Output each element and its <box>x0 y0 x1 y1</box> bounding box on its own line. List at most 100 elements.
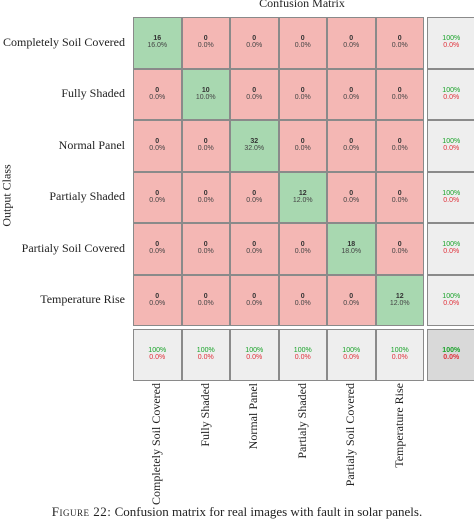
cell-value: 0 <box>349 86 354 94</box>
cell-percent: 0.0% <box>246 248 263 255</box>
cell-value: 100% <box>293 347 312 354</box>
cell-value: 0 <box>252 241 257 248</box>
cell-value: 0 <box>252 86 257 94</box>
cell-percent: 0.0% <box>391 42 408 49</box>
matrix-cell: 0 0.0% <box>327 17 376 69</box>
cell-value: 0 <box>203 241 208 248</box>
cell-value: 0 <box>203 292 208 300</box>
cell-value: 12 <box>395 292 404 300</box>
matrix-cell: 0 0.0% <box>278 68 327 120</box>
cell-percent: 0.0% <box>197 196 214 204</box>
cell-percent: 0.0% <box>197 299 214 307</box>
cell-value: 100% <box>442 86 461 94</box>
column-summary-cell: 100% 0.0% <box>375 329 424 381</box>
cell-percent: 0.0% <box>443 299 460 307</box>
cell-value: 0 <box>397 138 402 145</box>
matrix-cell: 0 0.0% <box>133 120 182 172</box>
cell-percent: 0.0% <box>294 299 311 307</box>
cell-value: 0 <box>300 86 305 94</box>
matrix-cell: 12 12.0% <box>375 274 424 326</box>
matrix-cell: 0 0.0% <box>230 223 279 275</box>
cell-value: 0 <box>349 35 354 42</box>
cell-percent: 0.0% <box>343 42 360 49</box>
cell-percent: 0.0% <box>343 354 360 361</box>
matrix-cell: 0 0.0% <box>181 223 230 275</box>
cell-value: 100% <box>148 347 167 354</box>
cell-value: 100% <box>442 241 461 248</box>
cell-value: 100% <box>342 347 361 354</box>
column-label: Temperature Rise <box>391 383 406 468</box>
cell-value: 0 <box>397 189 402 197</box>
column-label: Partialy Shaded <box>294 383 309 459</box>
cell-value: 0 <box>252 35 257 42</box>
cell-percent: 0.0% <box>343 145 360 152</box>
cell-percent: 0.0% <box>246 93 263 101</box>
matrix-cell: 0 0.0% <box>278 120 327 172</box>
matrix-cell: 0 0.0% <box>133 274 182 326</box>
row-label: Partialy Shaded <box>49 189 125 204</box>
cell-percent: 0.0% <box>443 145 460 152</box>
matrix-cell: 0 0.0% <box>133 171 182 223</box>
cell-value: 100% <box>442 189 461 197</box>
matrix-cell: 0 0.0% <box>230 274 279 326</box>
cell-percent: 0.0% <box>246 196 263 204</box>
matrix-cell: 0 0.0% <box>230 17 279 69</box>
column-label: Fully Shaded <box>197 383 212 447</box>
cell-percent: 0.0% <box>391 248 408 255</box>
cell-value: 0 <box>155 292 160 300</box>
cell-value: 0 <box>300 241 305 248</box>
cell-value: 16 <box>153 35 162 42</box>
cell-value: 100% <box>196 347 215 354</box>
cell-value: 100% <box>442 292 461 300</box>
cell-percent: 0.0% <box>246 299 263 307</box>
cell-percent: 0.0% <box>294 354 311 361</box>
column-label: Completely Soil Covered <box>149 383 164 505</box>
cell-percent: 0.0% <box>343 93 360 101</box>
matrix-cell: 0 0.0% <box>230 68 279 120</box>
cell-value: 0 <box>397 241 402 248</box>
matrix-cell: 0 0.0% <box>181 171 230 223</box>
matrix-cell: 0 0.0% <box>133 223 182 275</box>
cell-value: 0 <box>203 189 208 197</box>
cell-value: 12 <box>298 189 307 197</box>
matrix-cell: 0 0.0% <box>327 68 376 120</box>
matrix-cell: 0 0.0% <box>375 223 424 275</box>
cell-percent: 0.0% <box>443 196 460 204</box>
matrix-cell: 16 16.0% <box>133 17 182 69</box>
cell-percent: 0.0% <box>343 299 360 307</box>
caption-label: Figure 22: <box>51 504 112 519</box>
cell-value: 0 <box>300 138 305 145</box>
y-axis-label: Output Class <box>0 164 14 227</box>
cell-percent: 0.0% <box>391 196 408 204</box>
cell-value: 0 <box>252 189 257 197</box>
matrix-cell: 0 0.0% <box>375 120 424 172</box>
cell-value: 100% <box>245 347 264 354</box>
column-summary-cell: 100% 0.0% <box>327 329 376 381</box>
matrix-cell: 0 0.0% <box>327 120 376 172</box>
cell-percent: 0.0% <box>197 145 214 152</box>
cell-value: 0 <box>252 292 257 300</box>
column-summary-cell: 100% 0.0% <box>133 329 182 381</box>
cell-value: 0 <box>397 86 402 94</box>
cell-percent: 0.0% <box>149 93 166 101</box>
cell-value: 0 <box>349 189 354 197</box>
matrix-cell: 0 0.0% <box>230 171 279 223</box>
cell-value: 0 <box>155 86 160 94</box>
matrix-cell: 0 0.0% <box>278 274 327 326</box>
cell-percent: 0.0% <box>391 93 408 101</box>
cell-value: 100% <box>442 138 461 145</box>
matrix-cell: 10 10.0% <box>181 68 230 120</box>
cell-percent: 0.0% <box>391 145 408 152</box>
matrix-cell: 0 0.0% <box>327 171 376 223</box>
cell-percent: 32.0% <box>244 145 265 152</box>
row-summary-cell: 100% 0.0% <box>427 274 474 326</box>
cell-percent: 0.0% <box>343 196 360 204</box>
cell-value: 100% <box>390 347 409 354</box>
matrix-cell: 12 12.0% <box>278 171 327 223</box>
cell-value: 0 <box>155 241 160 248</box>
cell-value: 100% <box>442 35 461 42</box>
cell-percent: 0.0% <box>246 42 263 49</box>
cell-percent: 0.0% <box>443 93 460 101</box>
cell-percent: 0.0% <box>197 248 214 255</box>
